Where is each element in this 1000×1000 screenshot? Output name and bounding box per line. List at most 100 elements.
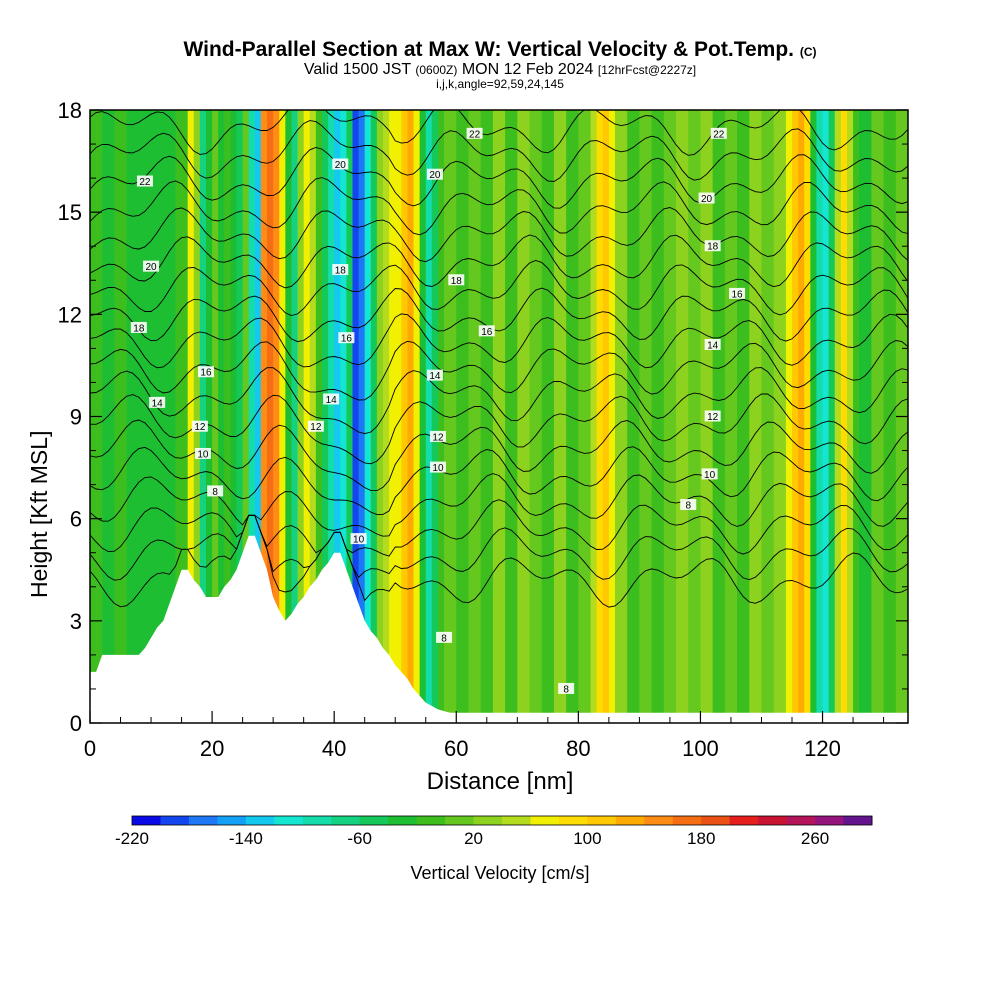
w-column (364, 110, 372, 723)
forecast-info: [12hrFcst@2227z] (597, 63, 697, 77)
w-column (541, 110, 555, 723)
contour-label-bg (466, 127, 483, 139)
terrain-mask (90, 535, 908, 723)
contour-label: 8 (685, 501, 691, 512)
contour-label: 16 (481, 327, 493, 338)
w-column (321, 110, 329, 723)
w-column (846, 110, 854, 723)
colorbar-tick-label: 180 (687, 829, 715, 848)
contour-label-bg (704, 338, 721, 350)
w-column (254, 110, 262, 723)
contour-label: 18 (133, 323, 145, 334)
y-tick-label: 9 (70, 405, 82, 430)
colorbar-swatch (615, 816, 645, 825)
w-column (267, 110, 274, 723)
w-column (273, 110, 280, 723)
contour-label: 22 (469, 129, 481, 140)
contour-label-bg (448, 274, 465, 286)
theta-contour-line (90, 446, 908, 516)
w-column (431, 110, 439, 723)
x-tick-label: 60 (444, 736, 468, 761)
w-column (639, 110, 653, 723)
w-column (840, 110, 848, 723)
w-column (205, 110, 213, 723)
theta-contour-line (90, 234, 908, 289)
y-tick-label: 6 (70, 507, 82, 532)
w-column (407, 110, 415, 723)
theta-contour-line (90, 287, 908, 343)
contour-label-bg (332, 264, 349, 276)
colorbar-tick-label: 20 (464, 829, 483, 848)
contour-label: 10 (704, 470, 716, 481)
w-column (792, 110, 799, 723)
w-column (419, 110, 427, 723)
theta-contour-line (90, 340, 908, 401)
contour-label-bg (704, 240, 721, 252)
colorbar-swatch (416, 816, 446, 825)
colorbar-swatch (331, 816, 361, 825)
w-column (309, 110, 317, 723)
contour-label-bg (426, 369, 443, 381)
w-column (737, 110, 750, 723)
theta-contours (90, 110, 908, 608)
w-column (114, 110, 128, 723)
w-column (102, 110, 116, 723)
colorbar-tick-label: 100 (573, 829, 601, 848)
theta-contour-line (90, 499, 908, 557)
theta-contour-line (90, 260, 908, 316)
theta-contour-line (90, 120, 908, 182)
theta-contour-line (90, 110, 908, 156)
w-column (761, 110, 775, 723)
w-column (193, 110, 201, 723)
w-column (505, 110, 518, 723)
colorbar-swatch (644, 816, 674, 825)
contour-label: 14 (152, 398, 164, 409)
contour-label-bg (130, 321, 147, 333)
w-column (480, 110, 494, 723)
colorbar-swatch (758, 816, 788, 825)
y-tick-label: 12 (58, 302, 82, 327)
contour-label-bg (558, 682, 575, 694)
w-column (413, 110, 421, 723)
y-tick-label: 0 (70, 711, 82, 736)
contour-label: 20 (145, 262, 157, 273)
w-column (871, 110, 885, 723)
w-column (303, 110, 311, 723)
w-column (285, 110, 293, 723)
colorbar-swatch (217, 816, 247, 825)
w-column (444, 110, 457, 723)
contour-label: 20 (335, 160, 347, 171)
theta-contour-line (90, 393, 908, 465)
w-column (608, 110, 616, 723)
theta-contour-line (90, 207, 908, 263)
w-column (627, 110, 641, 723)
colorbar-swatch (302, 816, 332, 825)
colorbar-swatch (473, 816, 503, 825)
colorbar-swatch (132, 816, 161, 825)
contour-label: 8 (441, 633, 447, 644)
colorbar-swatch (445, 816, 475, 825)
contour-label: 12 (194, 422, 206, 433)
colorbar-swatch (587, 816, 617, 825)
w-column (315, 110, 323, 723)
w-column (663, 110, 677, 723)
w-column (224, 110, 232, 723)
w-column (376, 110, 384, 723)
w-column (370, 110, 378, 723)
x-tick-label: 80 (566, 736, 590, 761)
contour-label-bg (143, 260, 160, 272)
contour-label-bg (701, 468, 718, 480)
colorbar-swatch (815, 816, 845, 825)
w-column (328, 110, 335, 723)
contour-label-bg (338, 332, 355, 344)
w-column (773, 110, 787, 723)
w-column (810, 110, 818, 723)
w-column (724, 110, 738, 723)
contour-label-bg (478, 325, 495, 337)
theta-contour-line (90, 147, 908, 209)
contour-label: 20 (429, 170, 441, 181)
chart-subtitle: Valid 1500 JST (0600Z) MON 12 Feb 2024 [… (0, 61, 1000, 79)
w-column (175, 110, 189, 723)
y-tick-label: 18 (58, 98, 82, 123)
